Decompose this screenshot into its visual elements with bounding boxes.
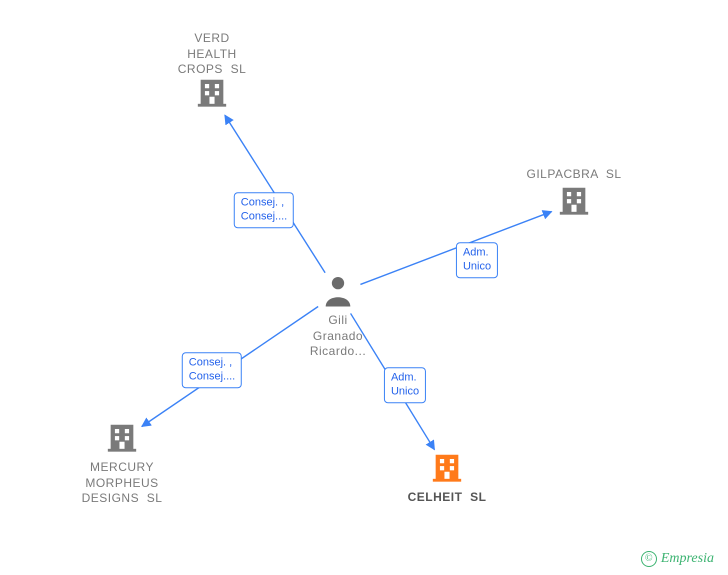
- company-label-celheit: CELHEIT SL: [408, 490, 487, 506]
- company-label-mercury: MERCURY MORPHEUS DESIGNS SL: [82, 460, 163, 507]
- edge-label-celheit: Adm. Unico: [384, 367, 426, 403]
- edge-label-mercury: Consej. , Consej....: [182, 352, 242, 388]
- company-node-mercury[interactable]: [105, 421, 139, 460]
- edge-label-gilpacbra: Adm. Unico: [456, 242, 498, 278]
- center-person-label: Gili Granado Ricardo...: [310, 313, 366, 360]
- company-node-gilpacbra[interactable]: [557, 184, 591, 223]
- company-node-verd[interactable]: [195, 76, 229, 115]
- company-node-celheit[interactable]: [430, 451, 464, 490]
- center-person-node[interactable]: [323, 275, 353, 312]
- company-label-verd: VERD HEALTH CROPS SL: [178, 31, 247, 78]
- company-label-gilpacbra: GILPACBRA SL: [527, 167, 622, 183]
- copyright-icon: ©: [641, 551, 657, 567]
- credit-watermark: © Empresia: [641, 551, 714, 567]
- edge-label-verd: Consej. , Consej....: [234, 192, 294, 228]
- credit-text: Empresia: [661, 551, 714, 566]
